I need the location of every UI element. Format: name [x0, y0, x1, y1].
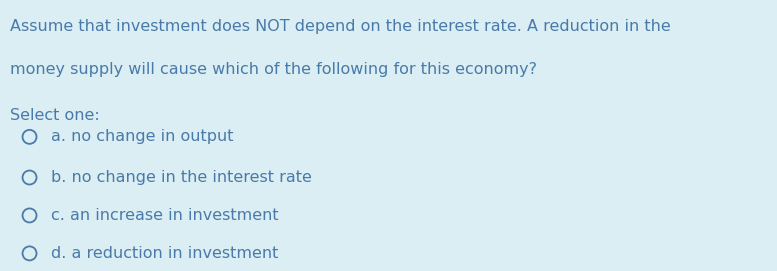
Text: d. a reduction in investment: d. a reduction in investment [51, 246, 278, 261]
Text: Select one:: Select one: [10, 108, 100, 123]
Text: b. no change in the interest rate: b. no change in the interest rate [51, 170, 312, 185]
Text: money supply will cause which of the following for this economy?: money supply will cause which of the fol… [10, 62, 537, 77]
Text: Assume that investment does NOT depend on the interest rate. A reduction in the: Assume that investment does NOT depend o… [10, 19, 671, 34]
Text: c. an increase in investment: c. an increase in investment [51, 208, 278, 223]
Text: a. no change in output: a. no change in output [51, 129, 233, 144]
